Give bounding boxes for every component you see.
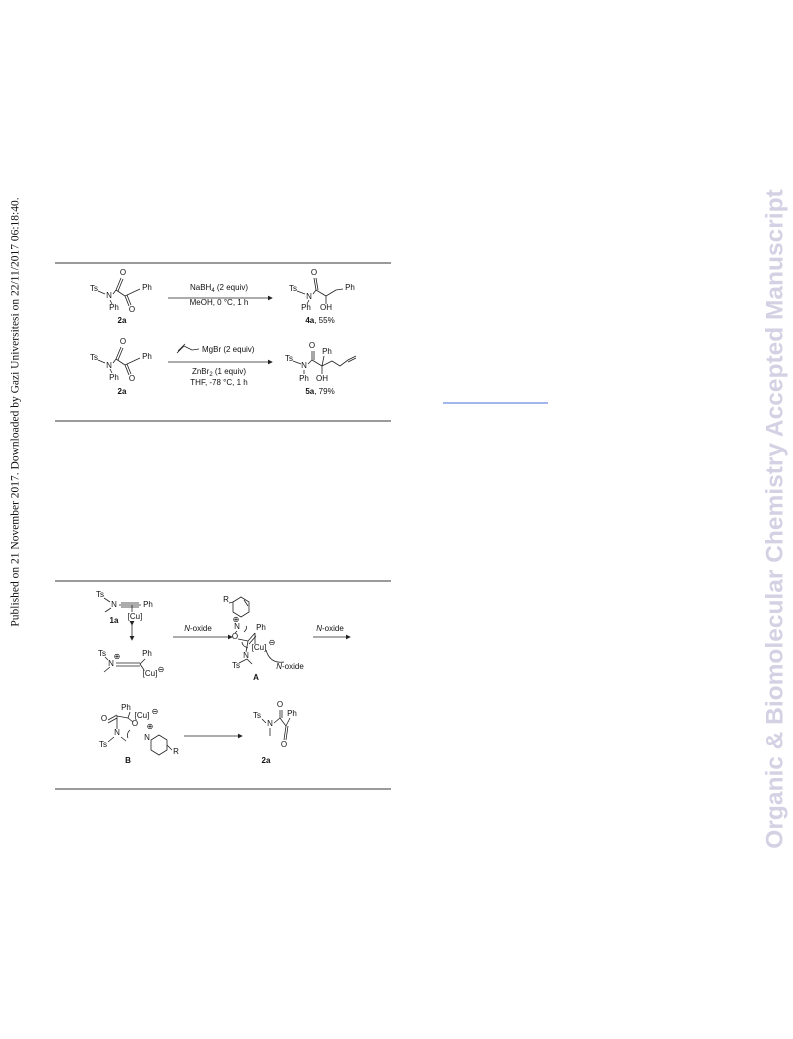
yield: 5a, 79%: [305, 387, 334, 396]
atom-label: OH: [316, 374, 328, 383]
atom-label: Ts: [90, 353, 98, 362]
atom-label: ⊕: [233, 615, 240, 624]
atom-label: N: [306, 292, 312, 301]
reagent: MgBr (2 equiv): [202, 345, 255, 354]
label-part: N: [184, 624, 190, 633]
label-part: -oxide: [190, 624, 212, 633]
atom-label: ⊖: [158, 665, 165, 674]
compound-label: B: [125, 756, 131, 765]
atom-label: O: [101, 714, 107, 723]
atom-label: O: [120, 337, 126, 346]
reagent: ZnBr2 (1 equiv): [192, 367, 246, 377]
compound-label: 4a: [305, 316, 314, 325]
conditions: THF, -78 °C, 1 h: [190, 378, 247, 387]
atom-label: Ts: [96, 590, 104, 599]
compound-label: 1a: [110, 616, 119, 625]
reagent-part: NaBH: [190, 283, 212, 292]
atom-label: Ph: [142, 283, 152, 292]
arrow-label: N-oxide: [184, 624, 212, 633]
yield-value: , 55%: [314, 316, 334, 325]
attack-label: N-oxide: [276, 662, 304, 671]
subscript: 2: [209, 372, 213, 378]
atom-label: Ph: [301, 303, 311, 312]
atom-label: Ph: [256, 623, 266, 632]
conditions: MeOH, 0 °C, 1 h: [190, 298, 249, 307]
atom-label: Ts: [98, 649, 106, 658]
label-part: -oxide: [322, 624, 344, 633]
subscript: 4: [211, 288, 215, 294]
reagent-part: (2 equiv): [215, 283, 249, 292]
atom-label: R: [223, 595, 229, 604]
arrow-label: N-oxide: [316, 624, 344, 633]
atom-label: Ts: [289, 284, 297, 293]
atom-label: [Cu]: [143, 669, 158, 678]
atom-label: [Cu]: [128, 612, 143, 621]
atom-label: Ts: [99, 740, 107, 749]
atom-label: N: [144, 733, 150, 742]
reagent-part: ZnBr: [192, 367, 210, 376]
atom-label: N: [234, 622, 240, 631]
atom-label: O: [281, 740, 287, 749]
atom-label: N: [111, 600, 117, 609]
atom-label: ⊖: [152, 707, 159, 716]
atom-label: ⊕: [114, 652, 121, 661]
atom-label: N: [108, 659, 114, 668]
atom-label: O: [129, 305, 135, 314]
side-note: Published on 21 November 2017. Downloade…: [10, 197, 22, 626]
atom-label: N: [301, 361, 307, 370]
atom-label: N: [243, 651, 249, 660]
atom-label: N: [106, 291, 112, 300]
compound-label: 2a: [118, 387, 127, 396]
atom-label: ⊖: [269, 638, 276, 647]
compound-label: 2a: [118, 316, 127, 325]
atom-label: O: [132, 719, 138, 728]
label-part: N: [276, 662, 282, 671]
label-part: N: [316, 624, 322, 633]
atom-label: OH: [320, 303, 332, 312]
atom-label: O: [311, 268, 317, 277]
atom-label: O: [232, 632, 238, 641]
atom-label: R: [173, 747, 179, 756]
atom-label: N: [106, 361, 112, 370]
yield-value: , 79%: [314, 387, 334, 396]
reagent-part: (1 equiv): [213, 367, 247, 376]
atom-label: ⊕: [147, 722, 154, 731]
atom-label: Ph: [287, 709, 297, 718]
atom-label: O: [120, 268, 126, 277]
label-part: -oxide: [282, 662, 304, 671]
atom-label: Ts: [253, 711, 261, 720]
atom-label: Ph: [143, 600, 153, 609]
atom-label: Ph: [142, 352, 152, 361]
atom-label: Ph: [109, 373, 119, 382]
compound-label: 2a: [262, 756, 271, 765]
atom-label: Ts: [232, 661, 240, 670]
atom-label: Ph: [142, 649, 152, 658]
compound-label: A: [253, 673, 259, 682]
atom-label: O: [277, 700, 283, 709]
compound-label: 5a: [305, 387, 314, 396]
atom-label: O: [309, 341, 315, 350]
watermark: Organic & Biomolecular Chemistry Accepte…: [761, 189, 788, 848]
atom-label: Ph: [299, 374, 309, 383]
atom-label: [Cu]: [252, 643, 267, 652]
atom-label: N: [267, 719, 273, 728]
atom-label: Ts: [285, 354, 293, 363]
atom-label: [Cu]: [135, 711, 150, 720]
atom-label: O: [129, 374, 135, 383]
atom-label: Ph: [322, 347, 332, 356]
atom-label: N: [114, 728, 120, 737]
reagent: NaBH4 (2 equiv): [190, 283, 248, 293]
atom-label: Ph: [345, 283, 355, 292]
atom-label: Ph: [121, 703, 131, 712]
atom-label: Ts: [90, 284, 98, 293]
bonds: [97, 277, 357, 756]
yield: 4a, 55%: [305, 316, 334, 325]
atom-label: Ph: [109, 303, 119, 312]
